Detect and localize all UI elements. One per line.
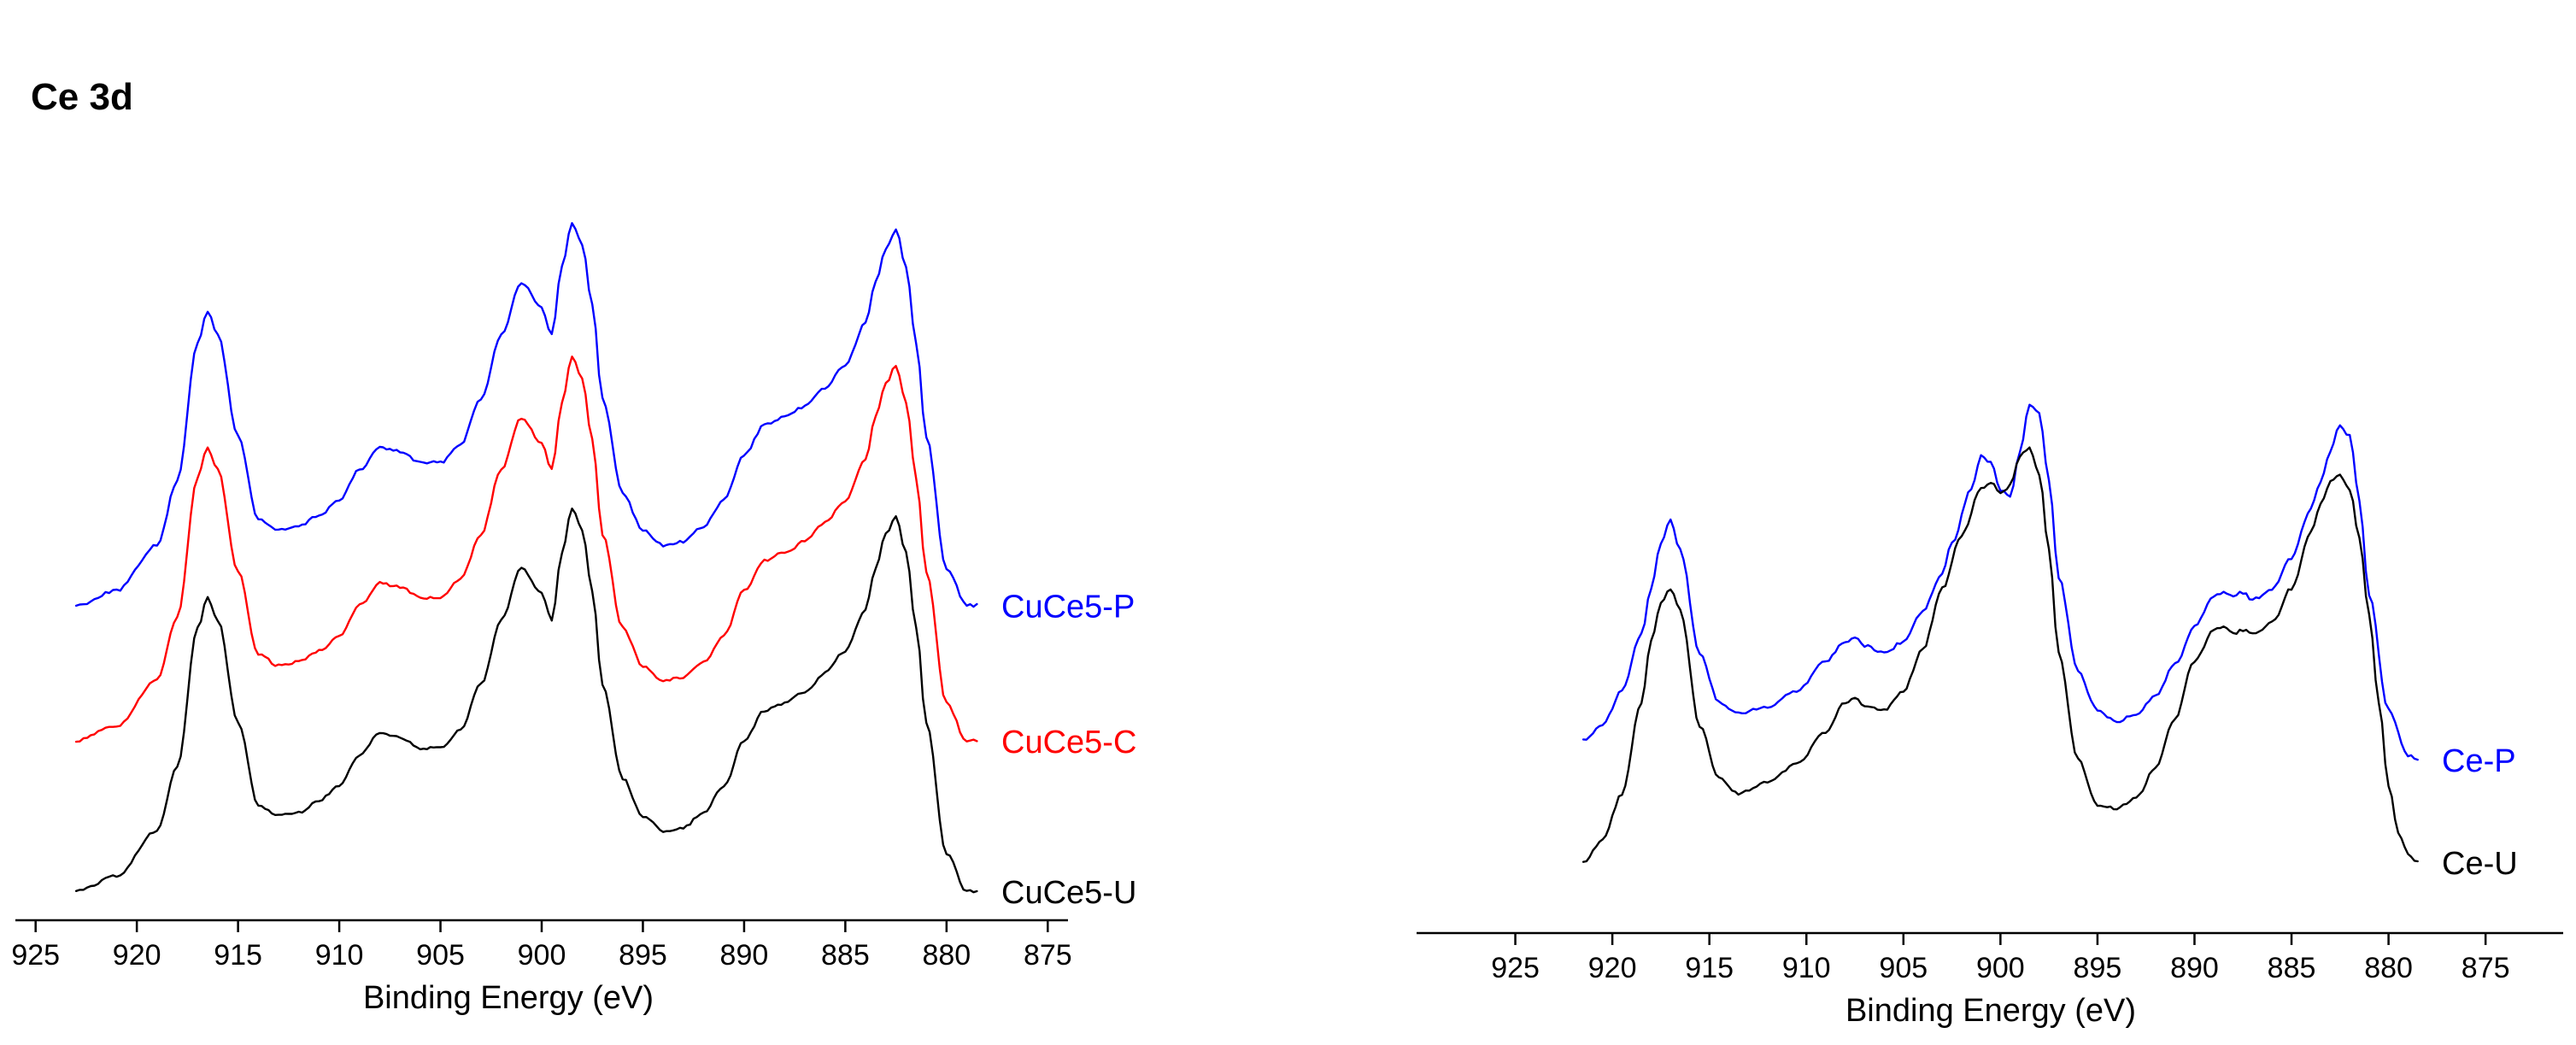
series-line-cuce5-p xyxy=(74,221,978,608)
series-line-cuce5-c xyxy=(74,355,978,743)
x-tick-label: 925 xyxy=(11,939,60,972)
series-label-ce-p: Ce-P xyxy=(2442,743,2516,779)
x-tick-label: 925 xyxy=(1491,952,1540,984)
x-tick-label: 920 xyxy=(1588,952,1637,984)
right-x-ticks xyxy=(1514,933,2487,945)
x-tick-label: 875 xyxy=(2462,952,2510,984)
x-tick-label: 910 xyxy=(1782,952,1831,984)
x-tick-label: 895 xyxy=(619,939,667,972)
x-tick-label: 900 xyxy=(1976,952,2025,984)
right-series-group xyxy=(1581,403,2419,863)
x-tick-label: 920 xyxy=(113,939,161,972)
x-tick-label: 880 xyxy=(2364,952,2413,984)
series-label-cuce5-c: CuCe5-C xyxy=(1001,725,1136,760)
x-tick-label: 905 xyxy=(416,939,465,972)
series-label-cuce5-p: CuCe5-P xyxy=(1001,590,1135,625)
right-panel: 925 920 915 910 905 900 895 890 885 880 875 Ce-PCe… xyxy=(1417,403,2563,1029)
series-line-ce-u xyxy=(1581,446,2419,863)
right-x-tick-labels: 925 920 915 910 905 900 895 890 885 880 875 xyxy=(1491,952,2509,984)
x-tick-label: 890 xyxy=(2170,952,2219,984)
x-tick-label: 915 xyxy=(1685,952,1734,984)
x-tick-label: 905 xyxy=(1879,952,1928,984)
left-panel: Ce 3d 925 920 915 910 905 900 895 890 885 880 875 … xyxy=(11,76,1136,1016)
x-tick-label: 895 xyxy=(2074,952,2122,984)
x-tick-label: 880 xyxy=(922,939,971,972)
series-label-ce-u: Ce-U xyxy=(2442,846,2518,882)
series-line-ce-p xyxy=(1581,403,2419,761)
left-series-group xyxy=(74,221,978,894)
x-tick-label: 910 xyxy=(315,939,364,972)
x-tick-label: 890 xyxy=(720,939,769,972)
left-x-axis-title: Binding Energy (eV) xyxy=(363,980,654,1016)
x-tick-label: 875 xyxy=(1024,939,1072,972)
series-line-cuce5-u xyxy=(74,508,978,894)
x-tick-label: 915 xyxy=(214,939,262,972)
left-panel-title: Ce 3d xyxy=(31,76,133,118)
left-x-tick-labels: 925 920 915 910 905 900 895 890 885 880 875 xyxy=(11,939,1071,972)
x-tick-label: 885 xyxy=(2268,952,2316,984)
left-series-labels: CuCe5-P CuCe5-C CuCe5-U xyxy=(1001,590,1136,911)
x-tick-label: 885 xyxy=(821,939,870,972)
x-tick-label: 900 xyxy=(518,939,566,972)
right-series-labels: Ce-P Ce-U xyxy=(2442,743,2518,882)
left-x-ticks xyxy=(34,920,1049,932)
right-x-axis-title: Binding Energy (eV) xyxy=(1845,993,2136,1029)
series-label-cuce5-u: CuCe5-U xyxy=(1001,875,1136,911)
